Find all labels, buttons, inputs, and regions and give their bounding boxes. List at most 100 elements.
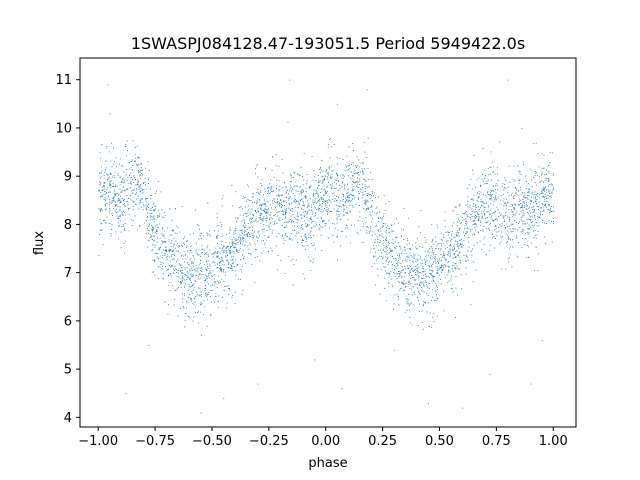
data-point	[481, 217, 483, 219]
data-point	[239, 247, 241, 249]
data-point	[342, 159, 344, 161]
data-point	[513, 207, 515, 208]
data-point	[226, 259, 228, 261]
data-point	[305, 249, 306, 250]
data-point	[190, 273, 192, 275]
data-point	[301, 189, 303, 190]
x-tick-label: −0.50	[192, 434, 232, 449]
data-point	[429, 283, 431, 285]
data-point	[213, 281, 215, 283]
data-point	[242, 198, 244, 199]
y-tick-label: 8	[64, 218, 72, 233]
data-point	[344, 185, 345, 187]
data-point	[553, 210, 555, 212]
data-point	[148, 240, 150, 242]
data-point	[216, 252, 218, 254]
data-point	[266, 217, 268, 219]
data-point	[454, 236, 456, 238]
data-point	[187, 255, 189, 257]
data-point	[281, 195, 283, 196]
data-point	[285, 212, 286, 214]
data-point	[407, 218, 409, 219]
data-point	[358, 193, 360, 194]
data-point	[222, 259, 223, 261]
data-point	[289, 188, 291, 190]
data-point	[455, 256, 457, 258]
data-point	[432, 243, 434, 245]
data-point	[333, 169, 335, 171]
data-point	[121, 190, 123, 191]
data-point	[407, 256, 409, 258]
data-point	[319, 224, 320, 225]
data-point	[331, 176, 333, 178]
data-point	[429, 260, 431, 262]
data-point	[106, 198, 108, 200]
data-point	[528, 218, 530, 220]
data-point	[527, 212, 529, 213]
data-point	[207, 294, 209, 295]
data-point	[273, 215, 275, 217]
data-point	[411, 260, 413, 262]
data-point	[318, 175, 319, 176]
data-point	[166, 227, 168, 229]
data-point	[485, 183, 487, 184]
data-point	[124, 205, 126, 206]
data-point	[282, 211, 284, 213]
data-point	[435, 262, 437, 264]
data-point	[247, 233, 249, 234]
data-point	[425, 242, 427, 243]
data-point	[298, 193, 300, 195]
data-point	[302, 201, 304, 202]
data-point	[460, 239, 462, 240]
data-point	[487, 192, 488, 194]
data-point	[230, 265, 232, 267]
data-point	[261, 213, 263, 215]
data-point	[517, 190, 519, 192]
data-point	[242, 214, 244, 216]
data-point	[526, 219, 528, 221]
data-point	[328, 210, 330, 212]
data-point	[550, 195, 552, 197]
data-point	[248, 186, 249, 188]
data-point	[422, 305, 424, 307]
data-point	[531, 170, 533, 172]
data-point	[136, 164, 138, 166]
data-point	[347, 191, 349, 193]
data-point	[440, 279, 442, 280]
data-point	[525, 208, 527, 210]
data-point	[107, 196, 109, 197]
data-point	[377, 239, 379, 240]
data-point	[170, 273, 171, 275]
data-point	[460, 223, 461, 224]
data-point	[292, 259, 294, 260]
data-point	[480, 206, 482, 208]
data-point	[527, 240, 529, 242]
data-point	[276, 165, 278, 167]
data-point	[440, 283, 442, 285]
data-point	[220, 256, 222, 258]
data-point	[355, 203, 357, 205]
data-point	[389, 250, 391, 252]
data-point	[243, 238, 244, 240]
data-point	[202, 274, 204, 275]
data-point	[526, 209, 528, 210]
data-point	[137, 179, 139, 181]
data-point	[186, 301, 187, 303]
data-point	[461, 244, 462, 246]
data-point	[136, 192, 138, 193]
data-point	[409, 270, 411, 272]
data-point	[310, 185, 312, 187]
data-point	[543, 201, 545, 202]
data-point	[351, 183, 353, 185]
data-point	[490, 222, 491, 224]
data-point	[243, 240, 244, 242]
data-point	[466, 203, 468, 205]
data-point	[342, 200, 344, 202]
data-point	[173, 243, 175, 245]
data-point	[174, 268, 176, 270]
data-point	[100, 195, 102, 197]
data-point	[137, 157, 139, 159]
data-point	[302, 190, 304, 191]
data-point	[218, 295, 220, 297]
data-point	[407, 255, 409, 257]
